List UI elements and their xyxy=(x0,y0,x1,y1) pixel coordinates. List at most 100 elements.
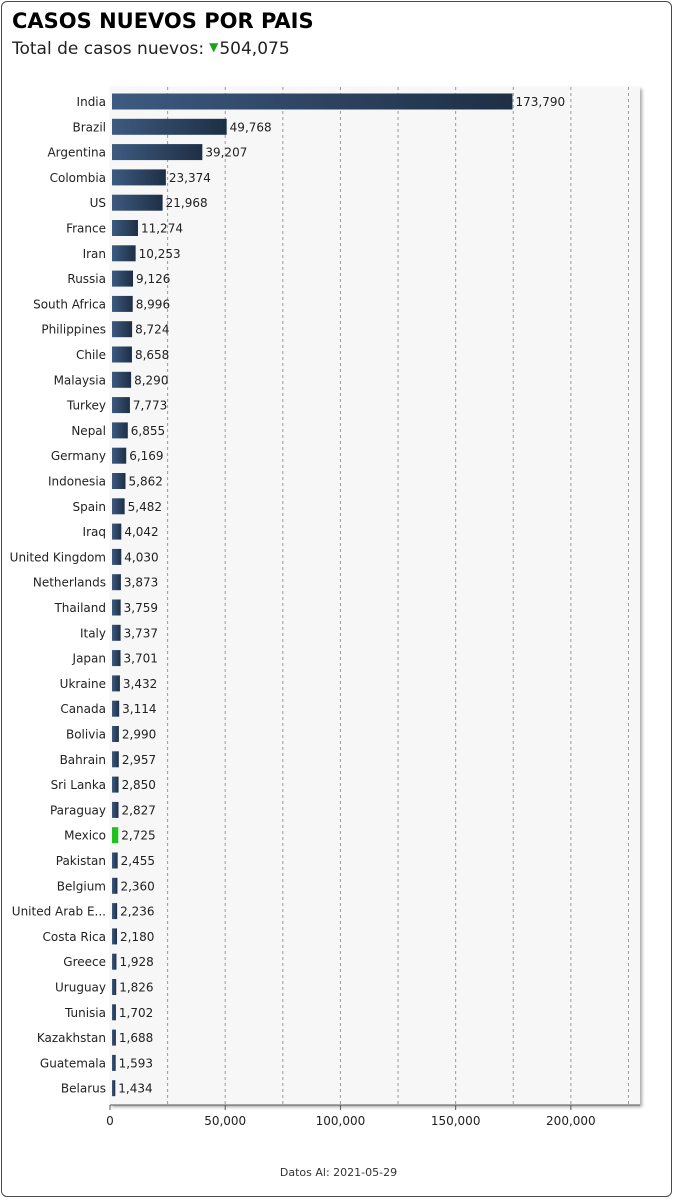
category-label: Argentina xyxy=(47,146,106,160)
value-label: 173,790 xyxy=(515,95,565,109)
x-tick-label: 100,000 xyxy=(316,1114,366,1128)
value-label: 3,114 xyxy=(122,702,156,716)
value-label: 8,658 xyxy=(135,348,169,362)
category-label: Malaysia xyxy=(54,373,106,387)
value-label: 39,207 xyxy=(205,146,247,160)
bars: India 173,790 Brazil 49,768 Argentina 39,207 C… xyxy=(10,93,565,1097)
bar-france xyxy=(112,220,138,236)
category-label: Iran xyxy=(83,247,106,261)
category-label: India xyxy=(77,95,106,109)
footer-date: 2021-05-29 xyxy=(333,1166,398,1179)
value-label: 2,957 xyxy=(122,753,156,767)
bar-canada xyxy=(112,700,120,717)
category-label: United Arab E... xyxy=(12,905,106,919)
value-label: 21,968 xyxy=(166,196,208,210)
category-label: Philippines xyxy=(41,323,106,337)
value-label: 2,180 xyxy=(120,930,154,944)
bar-brazil xyxy=(112,118,227,135)
bar-belarus xyxy=(112,1080,116,1097)
category-label: Belarus xyxy=(61,1082,106,1096)
value-label: 8,290 xyxy=(134,373,168,387)
category-label: Mexico xyxy=(64,829,106,843)
value-label: 7,773 xyxy=(133,399,167,413)
value-label: 3,873 xyxy=(124,576,158,590)
bar-thailand xyxy=(112,599,121,616)
bar-philippines xyxy=(112,321,133,338)
chart-title: CASOS NUEVOS POR PAIS xyxy=(12,9,314,33)
value-label: 5,862 xyxy=(129,475,163,489)
bar-iraq xyxy=(112,523,122,540)
value-label: 9,126 xyxy=(136,272,170,286)
bar-sri-lanka xyxy=(112,776,119,793)
bar-italy xyxy=(112,624,121,641)
bar-united-arab-e xyxy=(112,903,118,920)
bar-south-africa xyxy=(112,295,133,312)
subtitle-label: Total de casos nuevos: xyxy=(12,39,205,59)
bar-pakistan xyxy=(112,852,118,869)
category-label: Iraq xyxy=(83,525,106,539)
bar-iran xyxy=(112,245,136,262)
value-label: 1,688 xyxy=(119,1031,153,1045)
value-label: 1,928 xyxy=(119,955,153,969)
bar-costa-rica xyxy=(112,928,118,945)
bar-russia xyxy=(112,270,134,287)
category-label: Germany xyxy=(51,449,106,463)
category-label: Turkey xyxy=(66,399,106,413)
bar-bahrain xyxy=(112,751,119,768)
value-label: 23,374 xyxy=(169,171,211,185)
x-tick-label: 150,000 xyxy=(431,1114,481,1128)
category-label: United Kingdom xyxy=(10,550,106,564)
chart-subtitle: Total de casos nuevos: ▼ 504,075 xyxy=(12,39,290,59)
bar-guatemala xyxy=(112,1054,116,1071)
bar-tunisia xyxy=(112,1004,116,1021)
category-label: Paraguay xyxy=(50,803,106,817)
x-tick-label: 200,000 xyxy=(546,1114,596,1128)
category-label: Italy xyxy=(80,626,106,640)
value-label: 2,850 xyxy=(122,778,156,792)
value-label: 3,737 xyxy=(124,626,158,640)
value-label: 10,253 xyxy=(139,247,181,261)
value-label: 1,434 xyxy=(118,1082,152,1096)
category-label: Indonesia xyxy=(48,475,106,489)
category-label: Spain xyxy=(72,500,106,514)
value-label: 5,482 xyxy=(128,500,162,514)
x-axis: 0 50,000 100,000 150,000 200,000 xyxy=(106,1104,640,1128)
value-label: 1,593 xyxy=(119,1056,153,1070)
category-label: Canada xyxy=(60,702,106,716)
category-label: Brazil xyxy=(73,120,107,134)
category-label: Japan xyxy=(72,652,106,666)
category-label: Netherlands xyxy=(33,576,106,590)
category-label: Russia xyxy=(67,272,106,286)
category-label: France xyxy=(66,222,106,236)
footer-label: Datos Al: xyxy=(279,1166,330,1179)
x-tick-label: 50,000 xyxy=(204,1114,246,1128)
bar-ukraine xyxy=(112,675,120,692)
bar-argentina xyxy=(112,144,203,161)
category-label: Belgium xyxy=(57,879,106,893)
value-label: 1,702 xyxy=(119,1006,153,1020)
bar-nepal xyxy=(112,422,128,439)
category-label: Kazakhstan xyxy=(37,1031,106,1045)
value-label: 6,855 xyxy=(131,424,165,438)
bar-india xyxy=(112,93,513,110)
category-label: Nepal xyxy=(71,424,106,438)
value-label: 4,030 xyxy=(124,550,158,564)
bar-greece xyxy=(112,953,117,970)
category-label: Chile xyxy=(76,348,106,362)
bar-indonesia xyxy=(112,473,126,489)
value-label: 6,169 xyxy=(129,449,163,463)
bar-kazakhstan xyxy=(112,1029,116,1046)
category-label: Bahrain xyxy=(60,753,106,767)
bar-mexico xyxy=(112,827,119,844)
bar-malaysia xyxy=(112,371,132,388)
category-label: Tunisia xyxy=(64,1006,106,1020)
category-label: Ukraine xyxy=(60,677,106,691)
category-label: Guatemala xyxy=(40,1056,106,1070)
category-label: Costa Rica xyxy=(43,930,106,944)
value-label: 2,725 xyxy=(121,829,155,843)
category-label: Pakistan xyxy=(56,854,106,868)
value-label: 2,827 xyxy=(122,803,156,817)
bar-bolivia xyxy=(112,726,119,742)
bar-colombia xyxy=(112,169,166,186)
value-label: 2,236 xyxy=(120,905,154,919)
